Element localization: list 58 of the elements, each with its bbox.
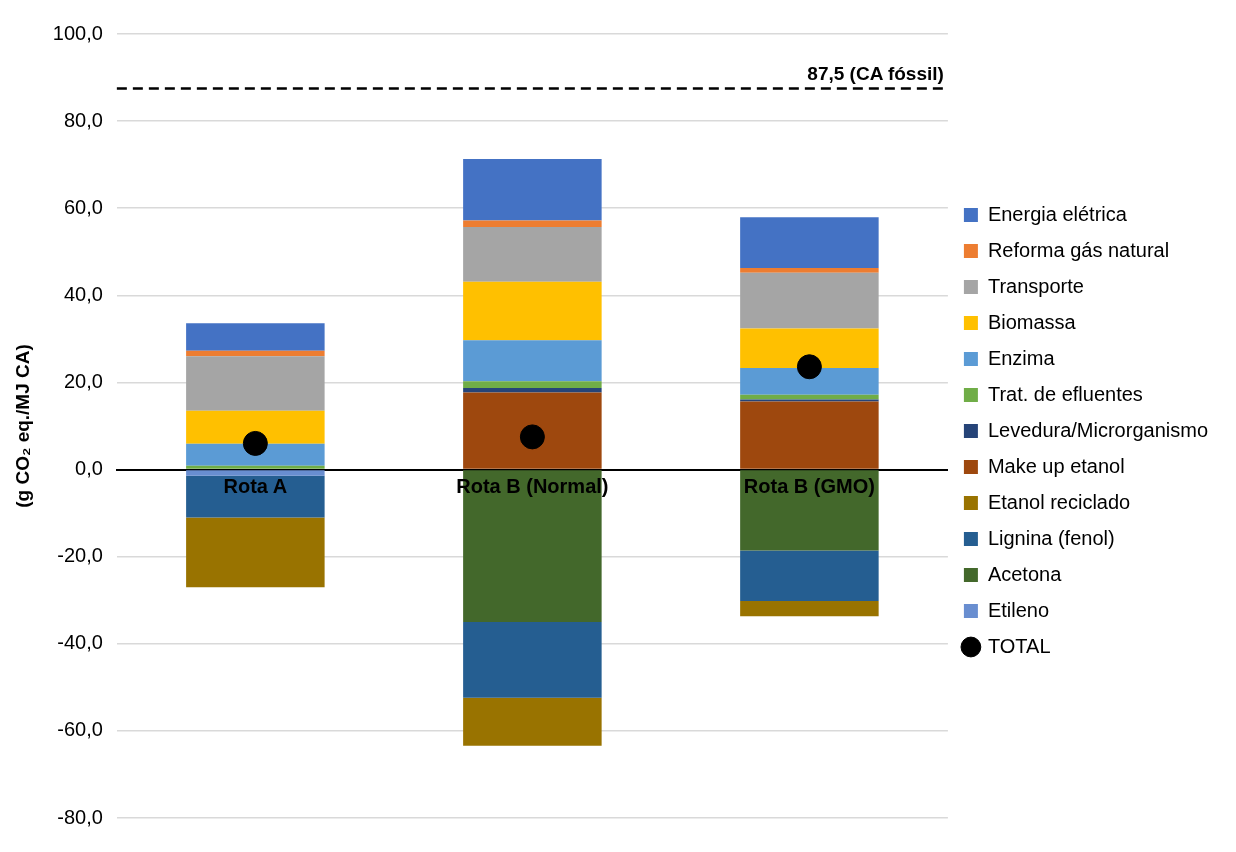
legend-label: Energia elétrica [987,202,1128,225]
bar [463,281,602,341]
y-tick-label: 0,0 [75,457,103,480]
y-tick-label: -60,0 [57,718,103,741]
legend-label: Acetona [987,562,1063,585]
y-tick-label: -20,0 [57,544,103,567]
bar [463,697,602,746]
bar [740,401,879,469]
bar [740,328,879,369]
bar [740,267,879,273]
legend-label: Transporte [987,274,1084,297]
legend-label: Etanol reciclado [987,490,1131,513]
bar [186,470,325,476]
y-tick-label: -80,0 [57,805,103,828]
legend-label: Lignina (fenol) [987,526,1115,549]
bar [740,368,879,395]
y-tick-label: 20,0 [63,369,103,392]
point [519,424,545,450]
point [242,430,268,456]
legend-label: TOTAL [987,634,1051,657]
bar [186,356,325,411]
bar [740,470,879,551]
bar [186,443,325,466]
ref-line-label: 87,5 (CA fóssil) [807,63,944,85]
bar [740,217,879,268]
bar [740,550,879,602]
legend-label: Trat. de efluentes [987,382,1143,405]
bar [186,410,325,444]
bar [463,220,602,227]
bar [463,159,602,221]
point [796,354,822,380]
bar [740,601,879,617]
bar [463,226,602,282]
legend-label: Levedura/Microrganismo [987,418,1209,441]
legend-label: Enzima [987,346,1056,369]
bar [463,340,602,382]
bar [463,388,602,393]
x-tick-label: Rota B (GMO) [743,475,875,498]
bar [186,323,325,351]
bar [186,475,325,518]
bar [463,392,602,469]
bar [186,465,325,469]
bar [463,381,602,389]
y-tick-label: 100,0 [52,21,103,44]
y-tick-label: 60,0 [63,195,103,218]
bar [740,399,879,402]
legend-label: Make up etanol [987,454,1125,477]
y-tick-label: 40,0 [63,282,103,305]
bar [186,517,325,588]
legend-label: Etileno [987,598,1050,621]
y-axis-title: (g CO₂ eq./MJ CA) [11,344,33,508]
bar [463,622,602,698]
x-tick-label: Rota A [223,475,288,498]
bar [740,272,879,329]
legend-label: Reforma gás natural [987,238,1170,261]
legend-label: Biomassa [987,310,1077,333]
y-tick-label: 80,0 [63,108,103,131]
y-tick-label: -40,0 [57,631,103,654]
